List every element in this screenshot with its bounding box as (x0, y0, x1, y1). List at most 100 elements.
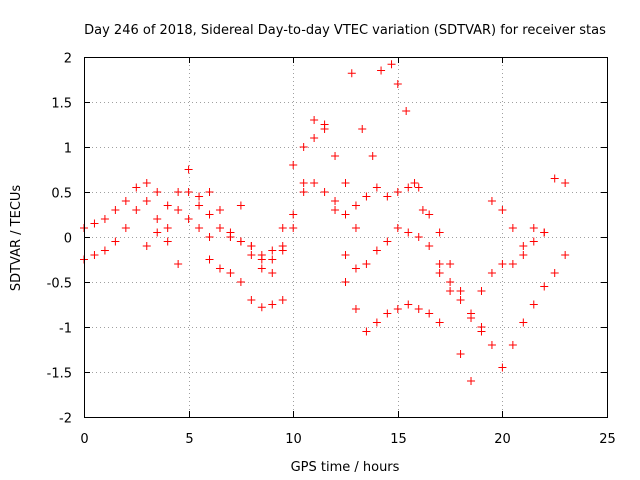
data-point (174, 260, 183, 268)
data-point (174, 188, 183, 196)
data-point (153, 188, 162, 196)
data-point (550, 269, 559, 277)
data-point (372, 183, 381, 192)
data-point (404, 228, 413, 237)
data-point (358, 125, 367, 133)
data-point (184, 188, 193, 196)
data-point (402, 107, 411, 115)
data-point (341, 251, 350, 259)
data-point (347, 69, 356, 78)
data-point (418, 206, 427, 214)
data-point (257, 255, 266, 264)
x-tick-label: 25 (599, 432, 616, 447)
data-point (487, 341, 496, 349)
data-point (393, 224, 402, 232)
y-tick-label: 0 (64, 232, 72, 247)
data-point (414, 233, 423, 241)
data-point (550, 174, 559, 183)
data-point (289, 161, 298, 169)
y-tick-label: 0.5 (51, 187, 72, 202)
data-point (425, 309, 434, 318)
data-point (153, 215, 162, 223)
data-point (310, 179, 319, 187)
y-tick-labels: -2 -1.5 -1 -0.5 0 0.5 1 1.5 2 (47, 52, 72, 427)
data-point (278, 224, 287, 232)
data-point (519, 251, 528, 259)
data-point (247, 251, 256, 259)
y-tick-label: 2 (64, 52, 72, 67)
data-point (393, 80, 402, 88)
data-point (163, 201, 172, 210)
data-point (205, 188, 214, 196)
y-tick-label: 1 (64, 142, 72, 157)
data-point (425, 210, 434, 219)
data-point (519, 242, 528, 250)
data-point (387, 60, 396, 69)
data-point (100, 215, 109, 223)
y-tick-label: -1 (59, 322, 72, 337)
data-point (163, 237, 172, 246)
data-point (226, 233, 235, 241)
data-point (487, 197, 496, 205)
data-point (226, 269, 235, 277)
data-point (215, 206, 224, 214)
data-point (435, 318, 444, 327)
x-tick-label: 20 (494, 432, 511, 447)
data-point (205, 233, 214, 241)
data-point (351, 201, 360, 210)
data-point (446, 260, 455, 268)
data-point (341, 278, 350, 286)
data-point (331, 206, 340, 214)
data-point (195, 224, 204, 232)
x-axis-label: GPS time / hours (291, 460, 400, 475)
data-point (341, 179, 350, 187)
data-point (435, 269, 444, 277)
data-point (90, 219, 99, 228)
data-point (414, 183, 423, 192)
x-tick-label: 0 (80, 432, 88, 447)
data-point (498, 206, 507, 214)
data-point (236, 237, 245, 246)
data-point (467, 377, 476, 385)
data-point (529, 237, 538, 246)
data-point (529, 300, 538, 309)
data-point (362, 192, 371, 201)
data-point (90, 251, 99, 259)
data-point (205, 255, 214, 264)
data-point (142, 179, 151, 187)
y-tick-label: -1.5 (47, 367, 72, 382)
data-point (174, 206, 183, 214)
data-point (508, 224, 517, 232)
data-point (278, 246, 287, 255)
data-point (268, 269, 277, 277)
data-point (278, 296, 287, 304)
data-point (195, 192, 204, 201)
chart-title: Day 246 of 2018, Sidereal Day-to-day VTE… (84, 23, 606, 38)
x-tick-label: 15 (390, 432, 407, 447)
y-axis-label: SDTVAR / TECUs (9, 185, 24, 292)
data-point (435, 260, 444, 268)
data-point (519, 318, 528, 327)
grid (84, 57, 607, 417)
series-trace-7 (435, 269, 486, 385)
x-tick-label: 10 (285, 432, 302, 447)
series-trace-4 (205, 255, 287, 312)
data-point (142, 242, 151, 250)
data-point (362, 327, 371, 336)
data-point (498, 260, 507, 268)
data-point (184, 165, 193, 174)
data-point (100, 246, 109, 255)
data-point (132, 206, 141, 214)
data-point (383, 237, 392, 246)
data-point (561, 251, 570, 259)
data-point (236, 278, 245, 286)
data-point (215, 264, 224, 273)
data-point (121, 224, 130, 232)
data-point (477, 287, 486, 295)
data-point (404, 183, 413, 192)
data-point (268, 246, 277, 255)
data-point (393, 305, 402, 313)
data-point (247, 242, 256, 250)
data-point (289, 224, 298, 232)
data-point (456, 287, 465, 295)
